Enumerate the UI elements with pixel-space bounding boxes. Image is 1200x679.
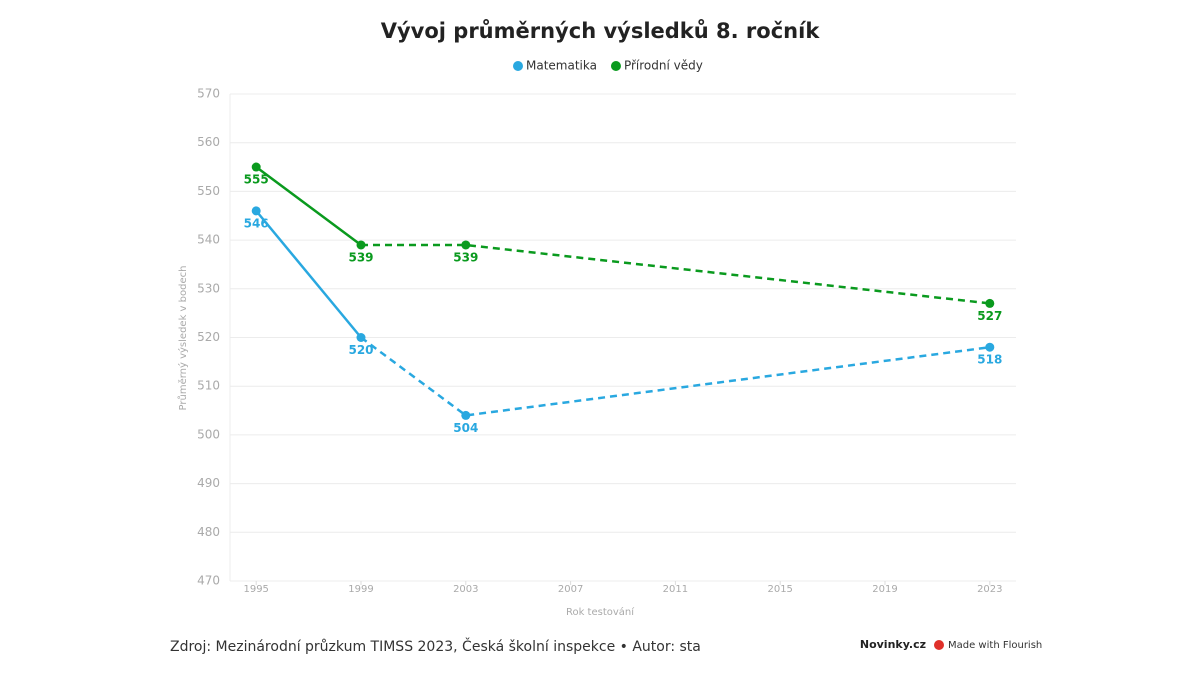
data-label: 546 [244,216,269,230]
legend-marker [513,61,523,71]
line-solid [255,166,362,246]
y-tick-label: 470 [197,574,220,588]
brand: Novinky.cz [860,638,926,651]
source: Zdroj: Mezinárodní průzkum TIMSS 2023, Č… [170,637,701,655]
y-tick-label: 490 [197,476,220,490]
y-tick-label: 520 [197,330,220,344]
x-tick-label: 2007 [558,584,583,595]
legend-label: Přírodní vědy [624,59,703,73]
y-tick-label: 500 [197,427,220,441]
point [985,298,995,308]
legend-label: Matematika [526,59,597,73]
x-tick-label: 2011 [663,584,688,595]
point [251,162,261,172]
point [461,240,471,250]
data-label: 555 [244,173,269,187]
x-tick-label: 2019 [872,584,897,595]
y-tick-label: 560 [197,135,220,149]
y-tick-label: 570 [197,87,220,101]
y-tick-label: 540 [197,233,220,247]
x-tick-label: 1995 [243,584,268,595]
line-dashed [361,243,990,305]
data-label: 539 [348,250,373,264]
x-tick-label: 2015 [767,584,792,595]
chart-title: Vývoj průměrných výsledků 8. ročník [381,19,821,43]
y-tick-label: 550 [197,184,220,198]
x-tick-label: 1999 [348,584,373,595]
line-dashed [360,336,990,417]
y-axis-label: Průměrný výsledek v bodech [177,266,189,411]
y-tick-label: 480 [197,525,220,539]
y-tick-label: 530 [197,281,220,295]
point [356,333,366,342]
x-tick-label: 2023 [977,584,1002,595]
point [356,240,366,250]
legend-marker [610,61,621,71]
x-axis-label: Rok testování [566,606,635,618]
credit: Made with Flourish [948,640,1042,651]
line-solid [255,210,362,339]
data-label: 504 [453,421,478,435]
data-label: 518 [977,353,1002,367]
data-label: 520 [348,343,373,357]
x-tick-label: 2003 [453,584,478,595]
data-label: 527 [977,309,1002,323]
point [985,342,995,352]
y-tick-label: 510 [197,379,220,393]
point [251,206,261,216]
flourish-icon [934,640,944,650]
data-label: 539 [453,250,478,264]
point [461,410,471,420]
